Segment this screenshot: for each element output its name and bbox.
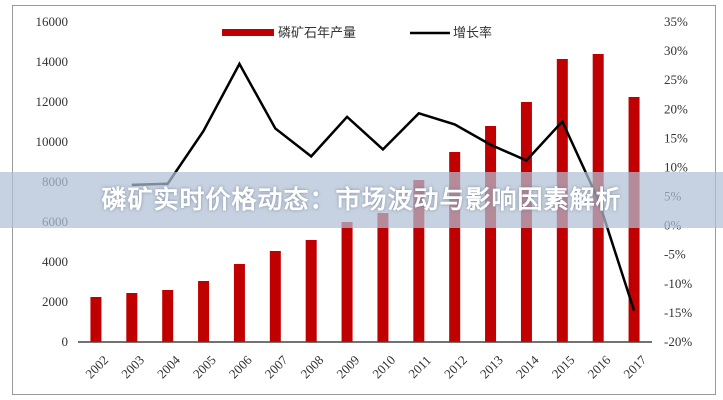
- bar-2007: [269, 251, 281, 342]
- x-tick-label: 2017: [620, 352, 649, 381]
- x-tick-label: 2014: [513, 352, 542, 381]
- right-tick-label: -5%: [664, 247, 686, 262]
- right-tick-label: 20%: [664, 101, 688, 116]
- x-tick-label: 2010: [369, 352, 398, 381]
- legend-bar-swatch: [222, 29, 274, 36]
- left-tick-label: 14000: [36, 54, 69, 69]
- right-tick-label: -15%: [664, 305, 692, 320]
- right-tick-label: 25%: [664, 72, 688, 87]
- bar-2010: [377, 213, 389, 342]
- left-tick-label: 10000: [36, 134, 69, 149]
- x-tick-label: 2005: [190, 352, 219, 381]
- x-tick-label: 2006: [226, 352, 255, 381]
- left-tick-label: 4000: [42, 254, 68, 269]
- bar-2012: [449, 152, 461, 342]
- x-tick-label: 2009: [333, 352, 362, 381]
- left-tick-label: 2000: [42, 294, 68, 309]
- x-tick-label: 2002: [82, 352, 111, 381]
- left-tick-label: 16000: [36, 14, 69, 29]
- x-tick-label: 2003: [118, 352, 147, 381]
- bar-2008: [305, 240, 317, 342]
- x-tick-label: 2007: [262, 352, 291, 381]
- growth-rate-line: [131, 61, 636, 311]
- legend-line-label: 增长率: [453, 25, 492, 40]
- legend-bar-label: 磷矿石年产量: [278, 25, 356, 40]
- right-tick-label: 15%: [664, 130, 688, 145]
- right-tick-label: 30%: [664, 43, 688, 58]
- banner-title: 磷矿实时价格动态：市场波动与影响因素解析: [101, 185, 622, 214]
- bar-2005: [198, 281, 210, 342]
- x-tick-label: 2004: [154, 352, 183, 381]
- right-tick-label: 10%: [664, 159, 688, 174]
- right-tick-label: -20%: [664, 334, 692, 349]
- x-tick-label: 2011: [405, 352, 434, 381]
- right-tick-label: -10%: [664, 276, 692, 291]
- right-tick-label: 35%: [664, 14, 688, 29]
- x-tick-label: 2015: [549, 352, 578, 381]
- bar-2006: [233, 264, 245, 342]
- bar-2002: [90, 297, 102, 342]
- x-tick-label: 2013: [477, 352, 506, 381]
- title-banner: [0, 172, 723, 228]
- left-tick-label: 12000: [36, 94, 69, 109]
- bar-2003: [126, 293, 138, 342]
- bar-2009: [341, 222, 353, 342]
- bar-2013: [485, 126, 497, 342]
- bar-2011: [413, 180, 425, 342]
- bar-2004: [162, 290, 174, 342]
- x-tick-label: 2012: [441, 352, 470, 381]
- left-tick-label: 0: [62, 334, 69, 349]
- x-tick-label: 2008: [298, 352, 327, 381]
- x-tick-label: 2016: [585, 352, 614, 381]
